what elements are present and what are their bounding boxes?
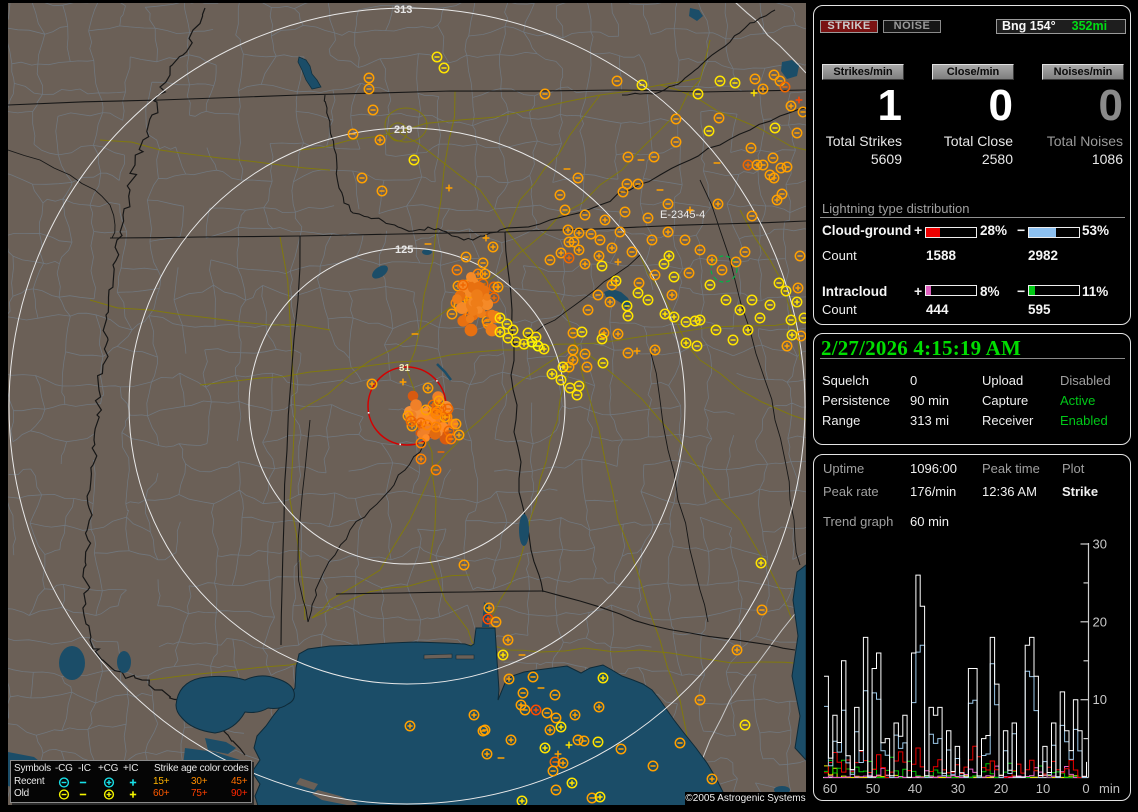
svg-text:30: 30	[951, 781, 965, 796]
svg-text:20: 20	[994, 781, 1008, 796]
svg-text:31: 31	[399, 363, 411, 374]
svg-text:10: 10	[1093, 692, 1107, 707]
svg-text:10: 10	[1036, 781, 1050, 796]
svg-text:min: min	[1099, 781, 1120, 796]
svg-text:0: 0	[1082, 781, 1089, 796]
svg-text:219: 219	[394, 124, 412, 136]
svg-text:50: 50	[866, 781, 880, 796]
svg-text:30: 30	[1093, 537, 1107, 552]
svg-text:125: 125	[395, 244, 413, 256]
svg-text:20: 20	[1093, 614, 1107, 629]
svg-text:313: 313	[394, 4, 412, 16]
svg-text:60: 60	[823, 781, 837, 796]
svg-text:E-2345-4: E-2345-4	[660, 209, 705, 221]
svg-text:40: 40	[908, 781, 922, 796]
